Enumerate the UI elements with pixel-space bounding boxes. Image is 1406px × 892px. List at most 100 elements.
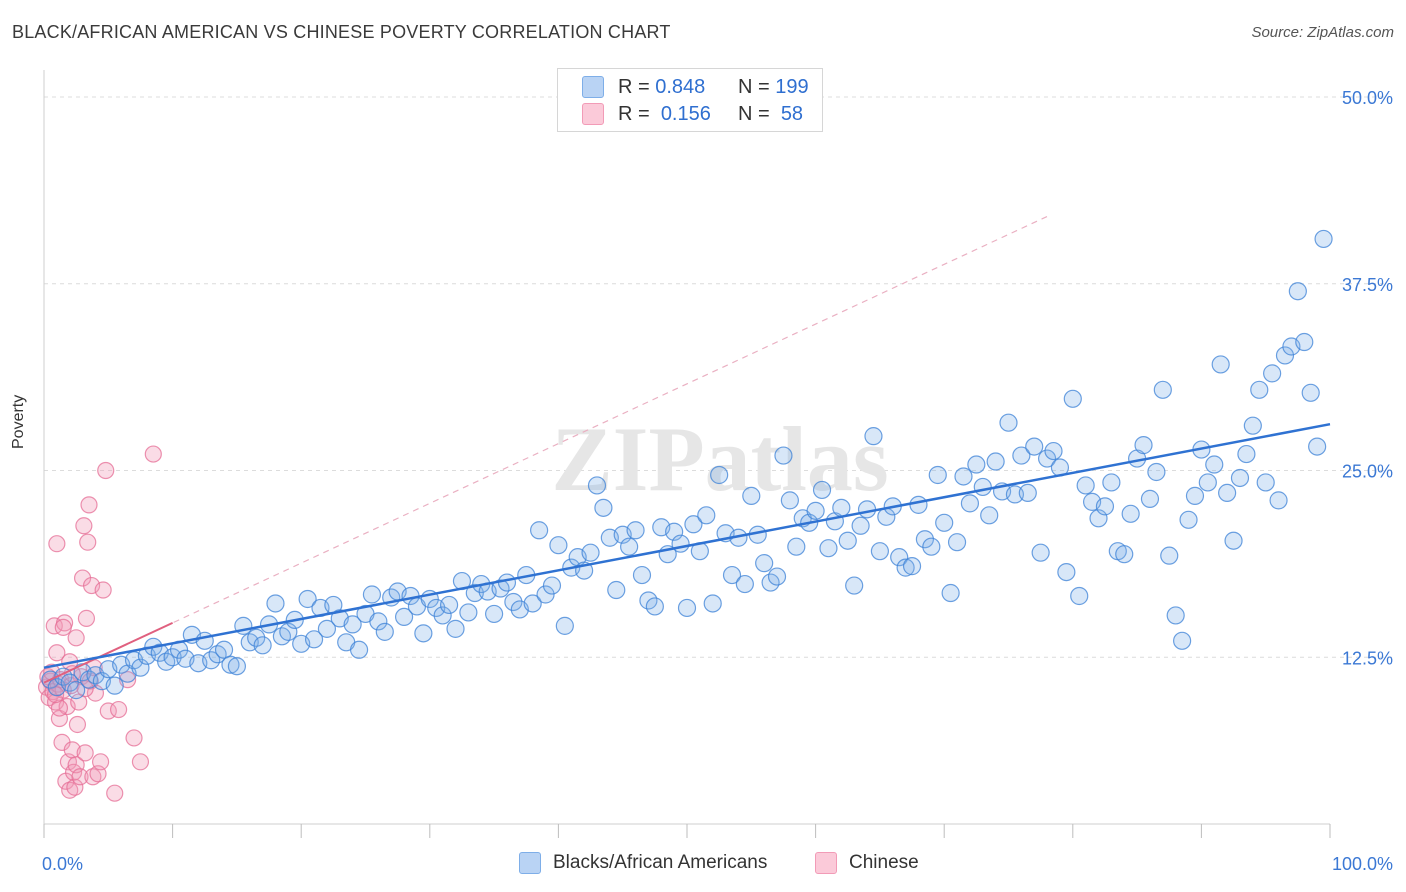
point-blacks <box>414 624 433 643</box>
point-blacks <box>684 515 703 534</box>
point-blacks <box>973 477 992 497</box>
point-blacks <box>1173 631 1192 650</box>
point-chinese <box>84 768 102 786</box>
point-blacks <box>1115 545 1134 564</box>
point-blacks <box>1076 476 1095 495</box>
point-blacks <box>362 585 382 604</box>
axes <box>43 70 1331 838</box>
point-chinese <box>109 700 128 719</box>
legend-label-blacks: Blacks/African Americans <box>553 852 768 873</box>
point-chinese <box>66 778 84 796</box>
point-chinese <box>76 744 94 762</box>
point-blacks <box>439 595 459 615</box>
point-blacks <box>1147 462 1166 482</box>
point-blacks <box>909 495 928 514</box>
point-blacks <box>832 498 851 517</box>
point-blacks <box>870 542 890 561</box>
series-chinese <box>37 445 162 802</box>
point-chinese <box>48 644 66 662</box>
point-blacks <box>710 465 729 485</box>
point-blacks <box>1237 444 1256 464</box>
point-blacks <box>838 531 857 550</box>
point-blacks <box>742 486 761 505</box>
point-blacks <box>349 640 369 659</box>
series-legend: Blacks/African Americans Chinese <box>0 852 1406 878</box>
legend-item-chinese[interactable]: Chinese <box>815 852 919 874</box>
legend-label-chinese: Chinese <box>849 852 919 873</box>
point-blacks <box>851 516 870 535</box>
point-chinese <box>106 784 124 802</box>
point-chinese <box>50 699 69 717</box>
point-blacks <box>890 548 909 567</box>
trend-chinese-extrapolated <box>43 215 1048 684</box>
point-blacks <box>935 513 954 532</box>
point-chinese <box>80 496 98 514</box>
point-blacks <box>542 576 562 595</box>
legend-n-value: 58 <box>780 102 804 125</box>
point-blacks <box>1256 473 1275 492</box>
point-blacks <box>485 604 504 624</box>
point-blacks <box>1243 416 1262 435</box>
point-blacks <box>1269 491 1288 510</box>
y-axis-label: Poverty <box>10 394 27 449</box>
point-blacks <box>902 557 922 576</box>
point-blacks <box>774 446 793 465</box>
legend-r-label: R = <box>618 102 650 125</box>
y-tick-label: 25.0% <box>1342 462 1393 482</box>
point-blacks <box>504 592 523 612</box>
point-blacks <box>1185 486 1205 505</box>
point-blacks <box>954 467 973 486</box>
point-blacks <box>1025 437 1044 456</box>
point-chinese <box>68 715 87 734</box>
point-chinese <box>54 618 72 636</box>
point-blacks <box>247 628 266 647</box>
point-blacks <box>735 574 754 594</box>
point-blacks <box>221 655 240 674</box>
legend-swatch-chinese <box>582 103 604 125</box>
point-blacks <box>1230 468 1250 488</box>
point-blacks <box>677 598 697 618</box>
point-blacks <box>594 498 613 517</box>
point-blacks <box>1308 437 1327 456</box>
point-blacks <box>446 619 465 638</box>
tick-labels: 12.5% 25.0% 37.5% 50.0% 0.0% 100.0% <box>42 88 1393 874</box>
point-blacks <box>266 594 285 613</box>
point-blacks <box>787 537 806 556</box>
point-blacks <box>1037 449 1057 468</box>
x-tick-label: 100.0% <box>1332 854 1393 874</box>
point-blacks <box>67 681 86 700</box>
point-blacks <box>105 676 124 695</box>
point-blacks <box>375 622 394 641</box>
point-blacks <box>1102 473 1121 492</box>
point-blacks <box>1160 546 1179 565</box>
point-chinese <box>71 768 89 786</box>
point-blacks <box>581 543 600 562</box>
point-chinese <box>131 753 150 771</box>
x-tick-label: 0.0% <box>42 854 83 874</box>
point-blacks <box>60 673 79 692</box>
point-blacks <box>1012 446 1031 465</box>
point-blacks <box>755 554 774 573</box>
point-blacks <box>620 537 639 556</box>
point-blacks <box>806 501 825 520</box>
point-blacks <box>317 619 337 638</box>
point-blacks <box>195 631 214 650</box>
point-blacks <box>1070 586 1089 606</box>
point-blacks <box>671 534 690 553</box>
legend-n-label: N = <box>738 102 770 125</box>
point-blacks <box>967 455 986 474</box>
point-blacks <box>845 576 864 595</box>
point-blacks <box>497 573 517 592</box>
legend-row-blacks: R = 0.848 N = 199 <box>582 75 828 99</box>
point-blacks <box>864 427 883 446</box>
point-blacks <box>941 583 960 603</box>
trend-lines <box>43 215 1331 684</box>
point-blacks <box>857 500 877 519</box>
point-blacks <box>555 616 574 635</box>
legend-item-blacks[interactable]: Blacks/African Americans <box>519 852 767 874</box>
point-chinese <box>77 609 96 628</box>
legend-row-chinese: R = 0.156 N = 58 <box>582 102 828 126</box>
point-blacks <box>980 506 999 525</box>
point-blacks <box>1044 441 1063 461</box>
